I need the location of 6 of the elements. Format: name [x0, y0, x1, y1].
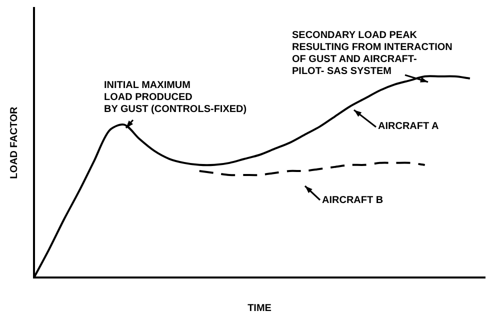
annotation: SECONDARY LOAD PEAK RESULTING FROM INTERACTION OF GUST AND AIRCRAFT- PILOT- SAS SYSTEM — [292, 30, 452, 78]
text: AIRCRAFT B — [322, 195, 384, 207]
y-axis-title: LOAD FACTOR — [8, 106, 20, 179]
annotation: INITIAL MAXIMUM LOAD PRODUCED BY GUST (CONTROLS-FIXED) — [104, 80, 247, 116]
x-axis-title: TIME — [248, 302, 272, 314]
text: AIRCRAFT A — [378, 121, 439, 133]
